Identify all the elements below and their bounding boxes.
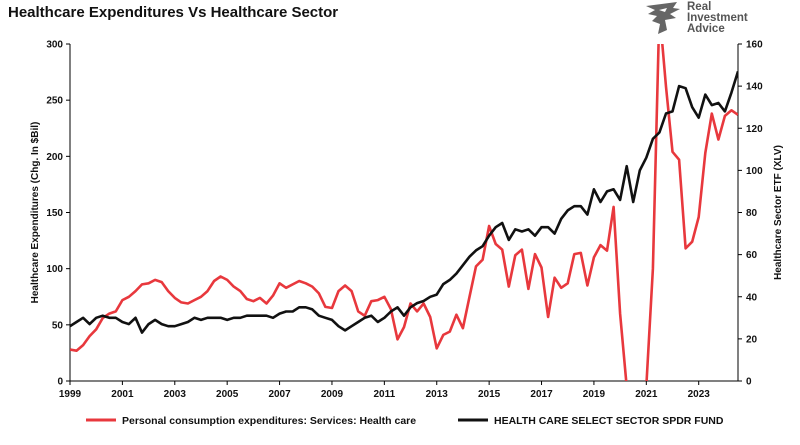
x-tick-label: 2023 (688, 389, 711, 400)
y-right-tick-label: 0 (746, 377, 752, 388)
logo-line-3: Advice (687, 23, 725, 35)
y-right-axis-title: Healthcare Sector ETF (XLV) (773, 145, 784, 280)
y-left-tick-label: 250 (46, 96, 63, 107)
logo-line-2: Investment (687, 12, 748, 24)
axes-group: 0 50 100 150 200 250 300 0 20 40 60 80 100 120 140 160 1… (30, 40, 784, 401)
y-left-tick-label: 200 (46, 152, 63, 163)
y-right-tick-label: 140 (746, 82, 763, 93)
y-right-tick-label: 160 (746, 40, 763, 51)
y-left-tick-label: 100 (46, 264, 63, 275)
series-group (70, 44, 738, 381)
y-left-tick-label: 0 (57, 377, 63, 388)
legend-label-2: HEALTH CARE SELECT SECTOR SPDR FUND (494, 415, 724, 427)
x-tick-label: 2003 (164, 389, 187, 400)
y-left-tick-label: 150 (46, 208, 63, 219)
y-right-tick-label: 120 (746, 124, 763, 135)
x-tick-label: 2017 (530, 389, 553, 400)
logo-text: Real Investment Advice (687, 1, 748, 35)
legend-label-1: Personal consumption expenditures: Servi… (122, 415, 416, 427)
x-tick-label: 2021 (635, 389, 658, 400)
series-line-2 (70, 71, 738, 334)
logo-line-1: Real (687, 1, 712, 13)
chart-title: Healthcare Expenditures Vs Healthcare Se… (8, 4, 339, 21)
x-tick-label: 2005 (216, 389, 239, 400)
x-tick-label: 2019 (583, 389, 606, 400)
y-left-tick-label: 300 (46, 40, 63, 51)
logo: Real Investment Advice (643, 0, 793, 40)
legend: Personal consumption expenditures: Servi… (86, 415, 724, 427)
y-right-tick-label: 100 (746, 166, 763, 177)
y-right-tick-label: 80 (746, 208, 758, 219)
x-tick-label: 2015 (478, 389, 501, 400)
y-right-tick-label: 40 (746, 292, 758, 303)
x-tick-label: 2001 (111, 389, 134, 400)
x-tick-label: 2007 (268, 389, 291, 400)
x-tick-label: 1999 (59, 389, 82, 400)
x-tick-label: 2009 (321, 389, 344, 400)
series-line-1 (70, 44, 738, 381)
x-tick-label: 2013 (426, 389, 449, 400)
y-left-tick-label: 50 (52, 320, 64, 331)
eagle-logo-icon (646, 2, 680, 34)
y-right-tick-label: 20 (746, 334, 758, 345)
y-left-axis-title: Healthcare Expenditures (Chg. In $Bil) (30, 122, 41, 304)
y-right-tick-label: 60 (746, 250, 758, 261)
x-tick-label: 2011 (374, 389, 396, 400)
